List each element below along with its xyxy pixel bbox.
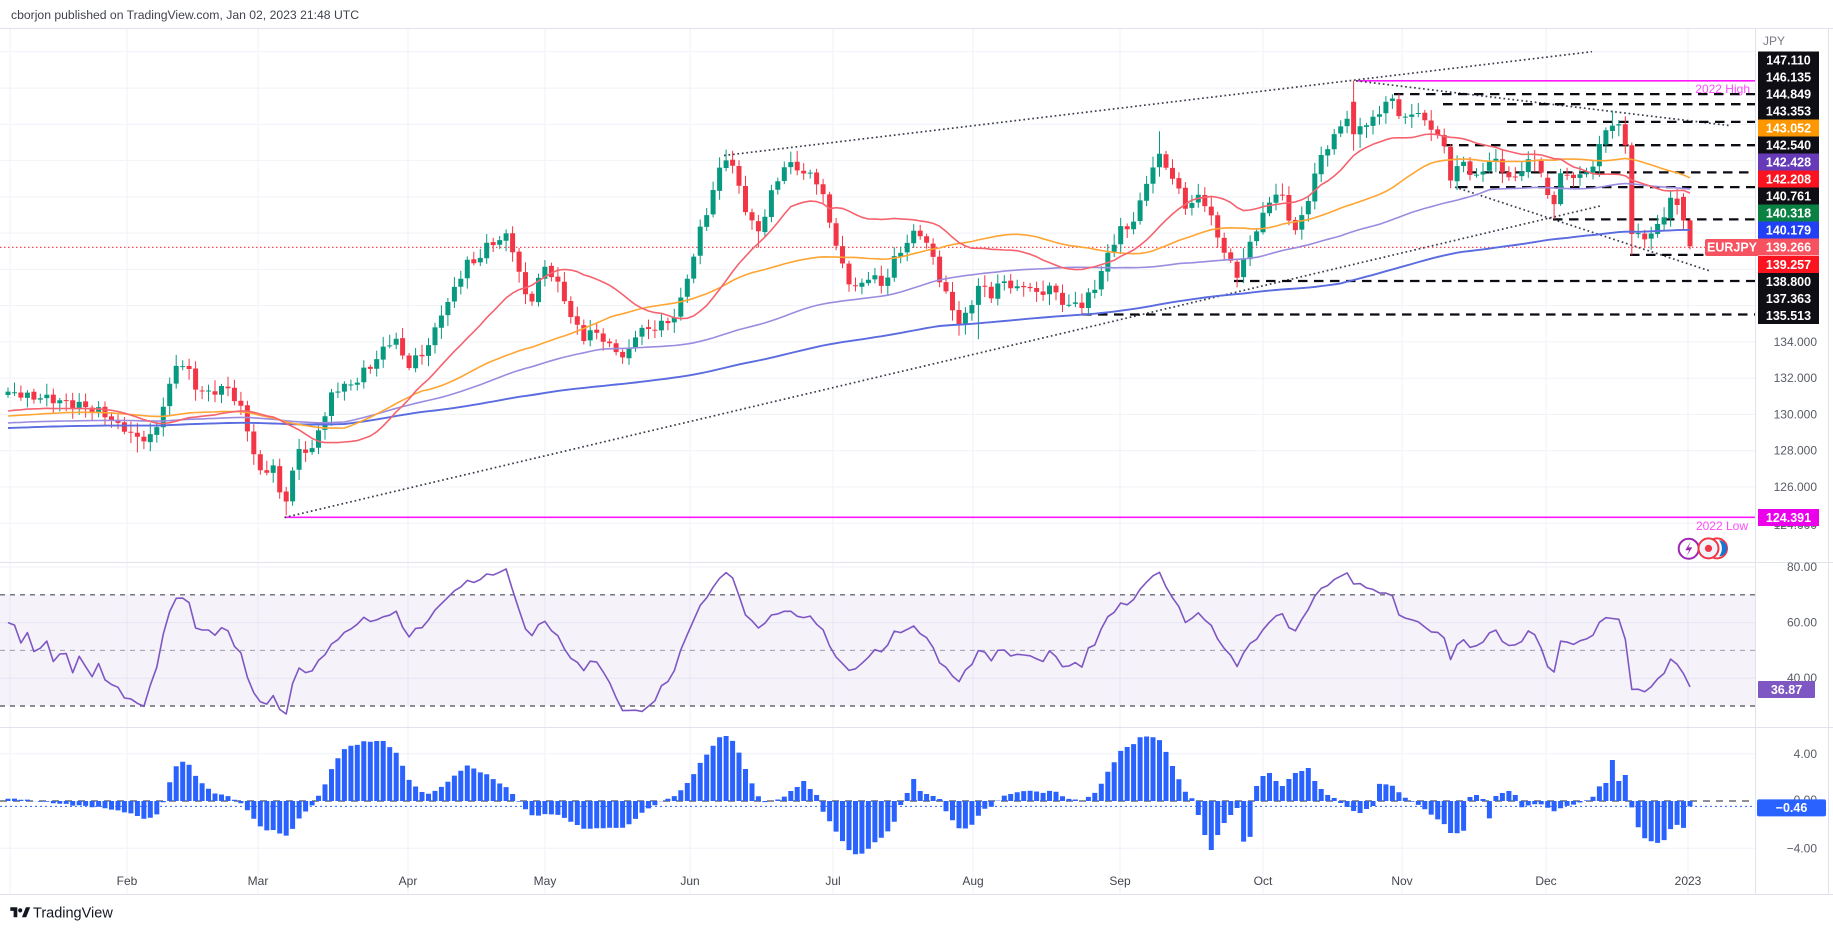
svg-text:137.363: 137.363 xyxy=(1766,292,1811,306)
svg-text:146.135: 146.135 xyxy=(1766,70,1811,84)
svg-text:139.257: 139.257 xyxy=(1766,258,1811,272)
svg-text:144.849: 144.849 xyxy=(1766,87,1811,101)
svg-text:143.353: 143.353 xyxy=(1766,104,1811,118)
svg-text:130.000: 130.000 xyxy=(1774,407,1818,421)
svg-text:2023: 2023 xyxy=(1675,874,1702,888)
svg-text:−0.46: −0.46 xyxy=(1776,801,1808,815)
svg-text:138.800: 138.800 xyxy=(1766,275,1811,289)
svg-text:Oct: Oct xyxy=(1254,874,1273,888)
svg-text:126.000: 126.000 xyxy=(1774,480,1818,494)
svg-text:TradingView: TradingView xyxy=(33,906,113,922)
svg-text:Feb: Feb xyxy=(117,874,138,888)
svg-text:143.052: 143.052 xyxy=(1766,121,1811,135)
svg-text:Nov: Nov xyxy=(1391,874,1412,888)
svg-text:134.000: 134.000 xyxy=(1774,335,1818,349)
svg-text:140.761: 140.761 xyxy=(1766,189,1811,203)
svg-text:142.428: 142.428 xyxy=(1766,155,1811,169)
svg-text:132.000: 132.000 xyxy=(1774,371,1818,385)
svg-text:Mar: Mar xyxy=(248,874,269,888)
svg-text:Jul: Jul xyxy=(825,874,840,888)
svg-text:EURJPY: EURJPY xyxy=(1707,241,1758,255)
svg-text:JPY: JPY xyxy=(1763,34,1785,48)
svg-text:May: May xyxy=(534,874,557,888)
svg-text:140.179: 140.179 xyxy=(1766,223,1811,237)
svg-text:128.000: 128.000 xyxy=(1774,444,1818,458)
svg-text:Apr: Apr xyxy=(399,874,418,888)
svg-text:2022 High: 2022 High xyxy=(1695,82,1750,96)
svg-text:147.110: 147.110 xyxy=(1766,53,1811,67)
svg-text:Aug: Aug xyxy=(962,874,983,888)
svg-text:36.87: 36.87 xyxy=(1771,683,1802,697)
svg-text:142.540: 142.540 xyxy=(1766,138,1811,152)
svg-text:−4.00: −4.00 xyxy=(1787,842,1818,856)
svg-text:60.00: 60.00 xyxy=(1787,616,1817,630)
svg-text:139.266: 139.266 xyxy=(1766,240,1811,254)
svg-text:142.208: 142.208 xyxy=(1766,172,1811,186)
svg-text:4.00: 4.00 xyxy=(1794,747,1818,761)
svg-text:124.391: 124.391 xyxy=(1766,511,1811,525)
svg-text:140.318: 140.318 xyxy=(1766,206,1811,220)
svg-text:Dec: Dec xyxy=(1535,874,1556,888)
svg-text:Sep: Sep xyxy=(1109,874,1131,888)
svg-text:80.00: 80.00 xyxy=(1787,560,1817,574)
svg-text:cborjon published on TradingVi: cborjon published on TradingView.com, Ja… xyxy=(11,8,359,22)
svg-text:2022 Low: 2022 Low xyxy=(1696,519,1748,533)
svg-text:135.513: 135.513 xyxy=(1766,309,1811,323)
svg-text:Jun: Jun xyxy=(680,874,699,888)
